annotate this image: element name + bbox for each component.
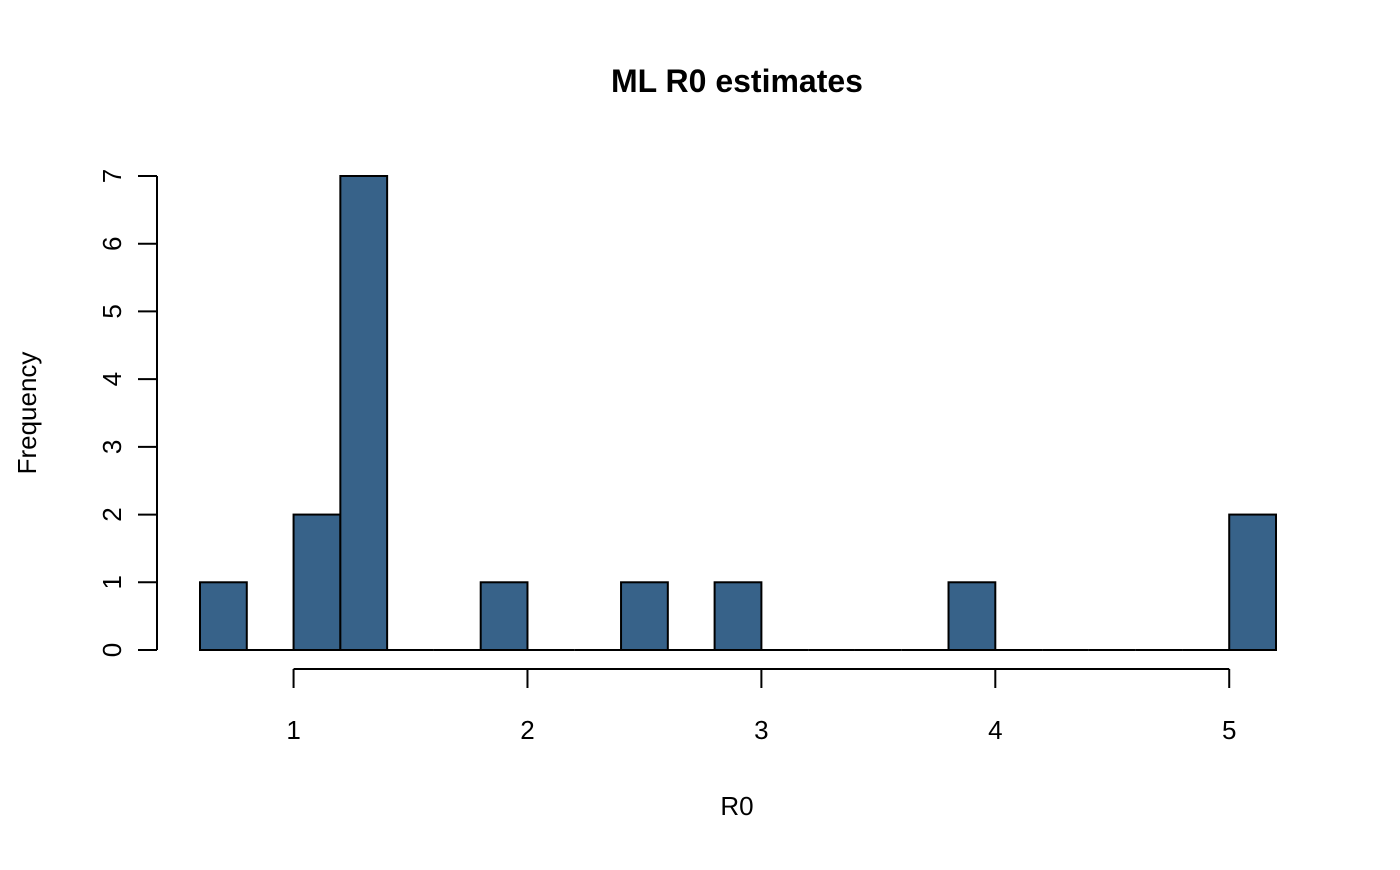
y-tick-label: 0 <box>97 643 127 657</box>
x-tick-label: 5 <box>1222 715 1236 745</box>
histogram-bar <box>339 175 389 651</box>
bars-group <box>199 175 1278 651</box>
chart-title: ML R0 estimates <box>611 63 863 99</box>
y-tick-label: 5 <box>97 304 127 318</box>
x-tick-label: 4 <box>988 715 1002 745</box>
histogram-bar <box>292 513 342 651</box>
y-tick-label: 6 <box>97 236 127 250</box>
histogram-bar <box>1228 513 1278 651</box>
y-tick-label: 7 <box>97 169 127 183</box>
x-axis: 1 2 3 4 5 <box>286 668 1236 745</box>
histogram-bar <box>947 581 997 651</box>
x-axis-title: R0 <box>720 791 753 821</box>
y-tick-label: 2 <box>97 507 127 521</box>
histogram-bar <box>713 581 763 651</box>
y-axis-title: Frequency <box>12 352 42 475</box>
histogram-bar <box>199 581 248 651</box>
y-tick-label: 1 <box>97 575 127 589</box>
x-tick-label: 2 <box>520 715 534 745</box>
histogram-bar <box>620 581 669 651</box>
x-tick-label: 3 <box>754 715 768 745</box>
x-tick-label: 1 <box>286 715 300 745</box>
y-axis: 0 1 2 3 4 5 6 7 <box>97 169 158 657</box>
y-tick-label: 3 <box>97 440 127 454</box>
histogram-bar <box>479 581 529 651</box>
y-tick-label: 4 <box>97 372 127 386</box>
